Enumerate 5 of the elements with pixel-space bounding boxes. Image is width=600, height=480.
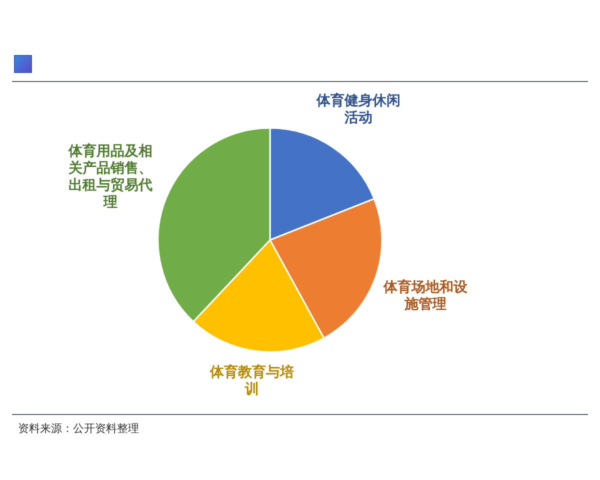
text: 资料来源：公开资料整理 bbox=[18, 421, 139, 436]
slice-label: 体育场地和设施管理 bbox=[382, 278, 469, 312]
slice-label: 体育教育与培训 bbox=[209, 364, 294, 398]
slice-label: 体育健身休闲活动 bbox=[316, 92, 401, 126]
slice-label: 体育用品及相关产品销售、出租与贸易代理 bbox=[67, 142, 152, 210]
